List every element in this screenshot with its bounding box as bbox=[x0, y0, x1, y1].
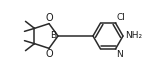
Text: O: O bbox=[45, 49, 53, 59]
Text: NH₂: NH₂ bbox=[125, 32, 142, 41]
Text: B: B bbox=[50, 32, 57, 41]
Text: N: N bbox=[116, 51, 123, 59]
Text: O: O bbox=[45, 13, 53, 23]
Text: Cl: Cl bbox=[116, 13, 125, 22]
